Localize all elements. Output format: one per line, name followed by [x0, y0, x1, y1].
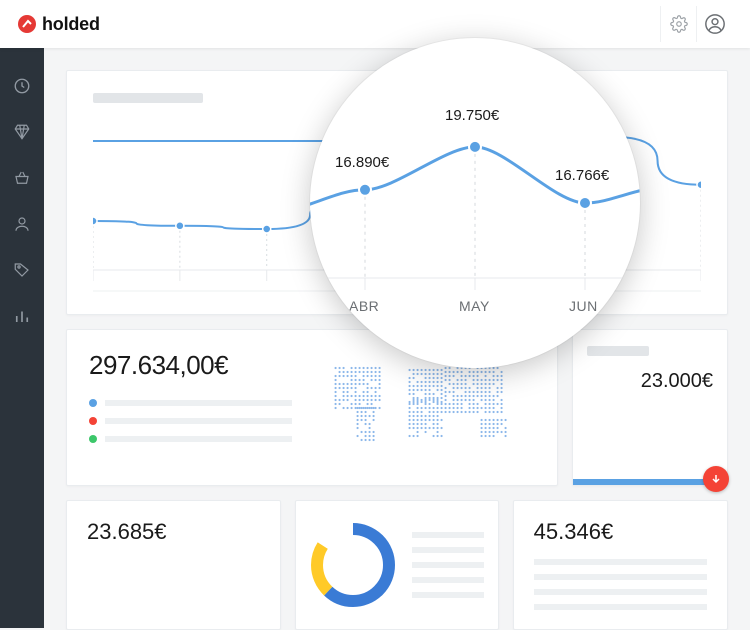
- small-right-value: 45.346€: [534, 519, 707, 545]
- chart-magnifier: 16.890€ 19.750€ 16.766€ ABR MAY JUN: [310, 38, 640, 368]
- small-metric-right: 45.346€: [513, 500, 728, 630]
- brand-logo[interactable]: holded: [18, 14, 100, 35]
- small-left-value: 23.685€: [87, 519, 260, 545]
- mag-month-2: JUN: [569, 298, 598, 314]
- small-metric-left: 23.685€: [66, 500, 281, 630]
- clock-icon[interactable]: [12, 76, 32, 96]
- donut-chart: [310, 522, 396, 608]
- side-metric-value: 23.000€: [587, 370, 713, 393]
- legend-row: [89, 399, 292, 407]
- summary-total: 297.634,00€: [89, 350, 292, 381]
- gear-icon[interactable]: [660, 6, 696, 42]
- mag-value-2: 16.766€: [555, 167, 609, 184]
- side-metric-bar: [573, 479, 727, 485]
- mag-month-1: MAY: [459, 298, 490, 314]
- legend-row: [89, 417, 292, 425]
- chart-icon[interactable]: [12, 306, 32, 326]
- mag-month-0: ABR: [349, 298, 379, 314]
- right-bars: [534, 559, 707, 610]
- diamond-icon[interactable]: [12, 122, 32, 142]
- mag-value-0: 16.890€: [335, 154, 389, 171]
- basket-icon[interactable]: [12, 168, 32, 188]
- legend-row: [89, 435, 292, 443]
- mag-value-1: 19.750€: [445, 107, 499, 124]
- donut-legend: [412, 532, 483, 598]
- tag-icon[interactable]: [12, 260, 32, 280]
- donut-card: [295, 500, 498, 630]
- brand-mark-icon: [18, 15, 36, 33]
- avatar-icon[interactable]: [696, 6, 732, 42]
- brand-name: holded: [42, 14, 100, 35]
- magnifier-chart: [310, 38, 640, 368]
- summary-legend: [89, 399, 292, 443]
- sidebar: [0, 48, 44, 628]
- chart-title-placeholder: [93, 93, 203, 103]
- user-icon[interactable]: [12, 214, 32, 234]
- arrow-down-icon: [703, 466, 729, 492]
